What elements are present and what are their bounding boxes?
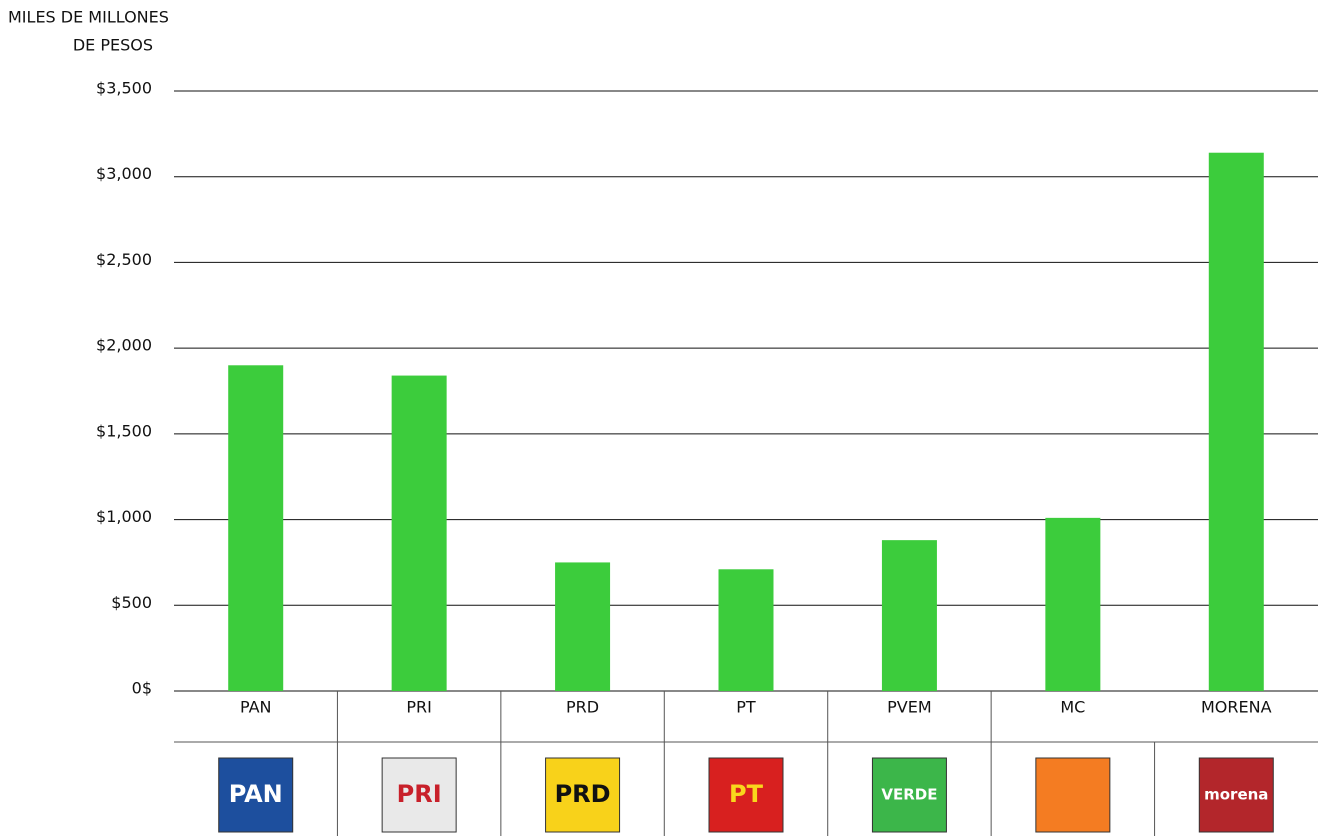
y-tick-label: 0$ (132, 679, 152, 698)
x-tick-label: PRD (566, 698, 599, 717)
party-logo (381, 757, 457, 833)
y-axis-title: DE PESOS (73, 36, 153, 55)
logo-text: PAN (229, 780, 283, 808)
y-tick-label: $2,000 (96, 336, 152, 355)
bar (555, 562, 611, 691)
party-logo (871, 757, 947, 833)
logo-text: morena (1204, 786, 1268, 804)
party-logo (1035, 757, 1111, 833)
logo-text: PRI (397, 780, 442, 808)
x-tick-label: MORENA (1201, 698, 1272, 717)
x-tick-label: PVEM (887, 698, 932, 717)
bar (1208, 152, 1264, 691)
x-tick-label: MC (1060, 698, 1085, 717)
bar (881, 540, 937, 691)
logo-text: PT (729, 780, 764, 808)
y-tick-label: $1,500 (96, 421, 152, 440)
x-tick-label: PT (736, 698, 756, 717)
party-logo (545, 757, 621, 833)
y-tick-label: $500 (111, 593, 152, 612)
party-logo (218, 757, 294, 833)
party-logo (1198, 757, 1274, 833)
bar (718, 569, 774, 691)
x-tick-label: PRI (406, 698, 431, 717)
logo-text: VERDE (881, 786, 937, 804)
bar (391, 375, 447, 691)
y-tick-label: $3,000 (96, 164, 152, 183)
bar (1045, 517, 1101, 691)
y-tick-label: $2,500 (96, 250, 152, 269)
x-tick-label: PAN (240, 698, 272, 717)
y-tick-label: $1,000 (96, 507, 152, 526)
y-axis-title: MILES DE MILLONES (8, 8, 169, 27)
logo-text: PRD (555, 780, 611, 808)
party-logo (708, 757, 784, 833)
bar (228, 365, 284, 691)
y-tick-label: $3,500 (96, 79, 152, 98)
